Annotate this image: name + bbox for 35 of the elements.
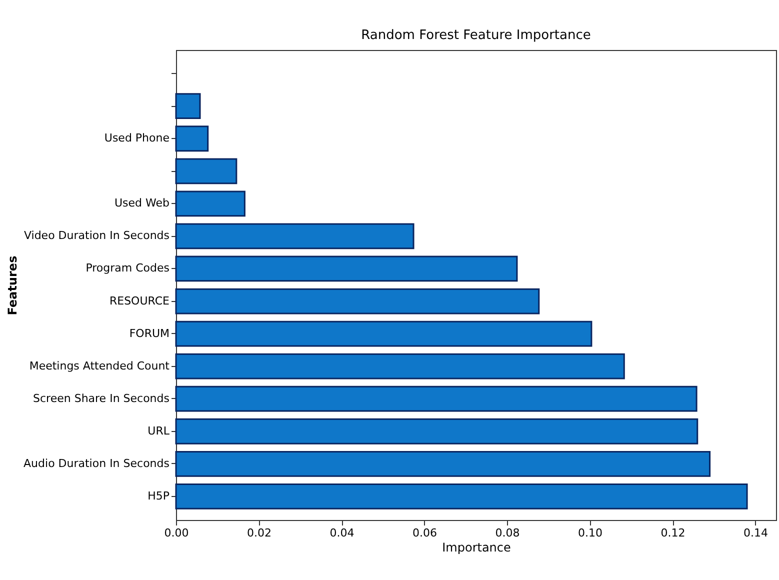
y-tick-label: FORUM (129, 326, 170, 340)
bar (175, 320, 592, 347)
y-tick-label: H5P (148, 489, 170, 502)
bar (175, 418, 698, 444)
y-tick-label: Video Duration In Seconds (24, 229, 170, 242)
x-tick-label: 0.02 (247, 526, 272, 540)
y-tick-label: URL (148, 424, 170, 438)
bar (175, 190, 246, 217)
chart-title: Random Forest Feature Importance (361, 28, 591, 43)
y-tick-label: Used Phone (104, 132, 170, 145)
x-tick-label: 0.08 (495, 526, 520, 540)
y-tick-label: Screen Share In Seconds (33, 392, 170, 405)
x-tick-label: 0.10 (578, 526, 603, 540)
bar (175, 288, 540, 314)
bar (175, 256, 518, 282)
x-tick-label: 0.00 (164, 526, 189, 540)
bar (175, 386, 698, 412)
y-tick-label: Audio Duration In Seconds (24, 456, 170, 470)
x-tick-label: 0.14 (744, 526, 768, 540)
x-tick-label: 0.06 (412, 526, 438, 540)
y-tick-label: Meetings Attended Count (29, 359, 170, 372)
y-axis-title: Features (6, 256, 20, 316)
bar (175, 126, 209, 152)
x-tick-label: 0.04 (330, 526, 354, 540)
bar (175, 353, 625, 380)
y-tick-label: RESOURCE (109, 294, 170, 308)
x-axis-title: Importance (442, 540, 511, 554)
bar (175, 158, 238, 184)
bar (175, 483, 748, 510)
y-tick-label: Program Codes (86, 262, 170, 275)
x-tick-label: 0.12 (660, 526, 686, 540)
y-tick-label: Used Web (114, 196, 170, 210)
bar (175, 450, 711, 477)
bar (175, 223, 414, 250)
bar (175, 93, 201, 120)
